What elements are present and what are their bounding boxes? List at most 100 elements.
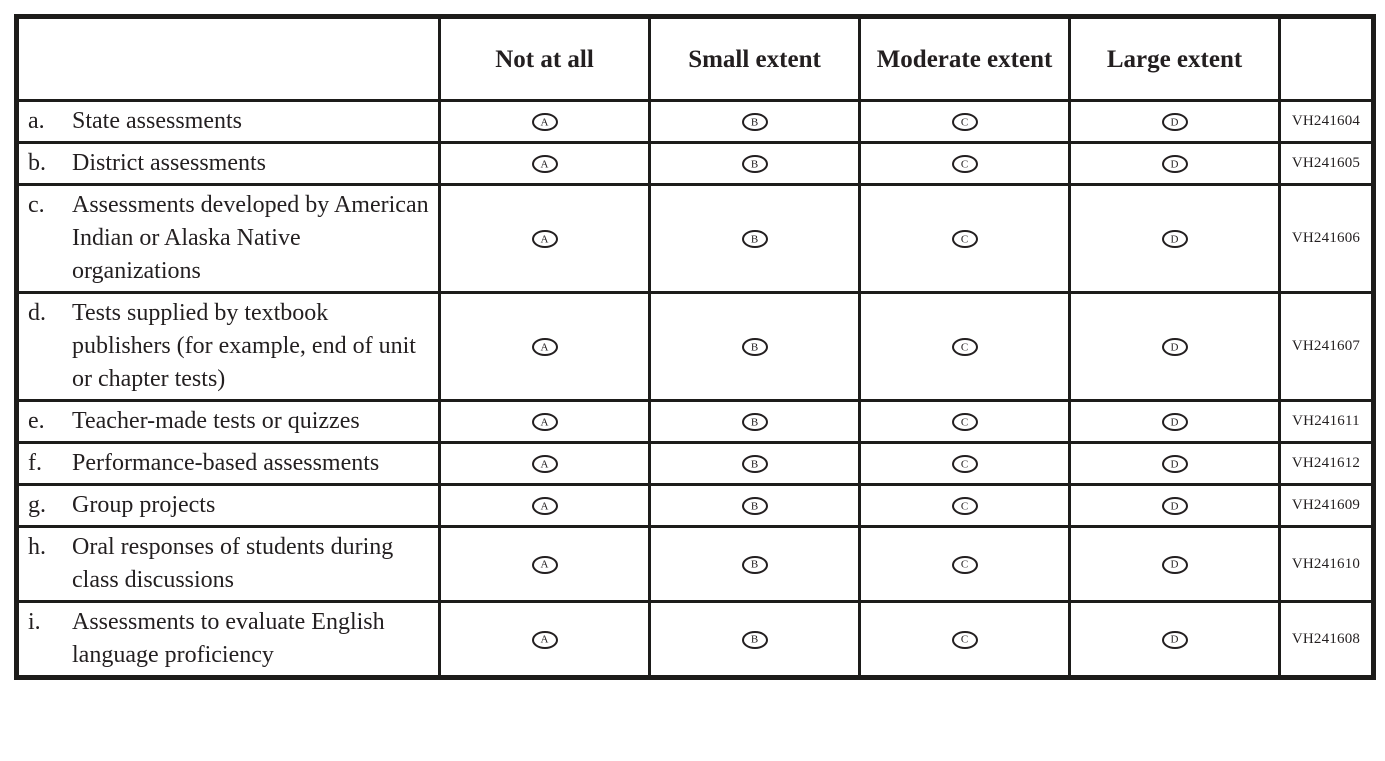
bubble-letter-a: A	[540, 558, 549, 571]
bubble-letter-b: B	[750, 341, 759, 354]
option-cell-moderate-extent: C	[858, 99, 1071, 144]
row-letter: b.	[28, 150, 46, 176]
answer-bubble-c[interactable]: C	[951, 630, 978, 649]
row-label: Teacher-made tests or quizzes	[72, 408, 360, 434]
answer-bubble-d[interactable]: D	[1161, 155, 1188, 174]
answer-bubble-c[interactable]: C	[951, 413, 978, 432]
bubble-letter-b: B	[750, 416, 759, 429]
table-header: Not at all Small extent Moderate extent …	[15, 15, 1375, 102]
bubble-letter-d: D	[1170, 558, 1179, 571]
row-label: State assessments	[72, 108, 242, 134]
item-cell: c. Assessments developed by American Ind…	[15, 183, 441, 294]
row-letter: i.	[28, 609, 41, 635]
table-row: h. Oral responses of students during cla…	[15, 525, 1375, 603]
answer-bubble-b[interactable]: B	[741, 413, 768, 432]
answer-bubble-b[interactable]: B	[741, 113, 768, 132]
answer-bubble-a[interactable]: A	[531, 230, 558, 249]
answer-bubble-d[interactable]: D	[1161, 338, 1188, 357]
row-code: VH241604	[1291, 113, 1361, 129]
answer-bubble-a[interactable]: A	[531, 555, 558, 574]
bubble-letter-b: B	[750, 633, 759, 646]
bubble-letter-d: D	[1170, 633, 1179, 646]
row-label: Group projects	[72, 492, 216, 518]
answer-bubble-b[interactable]: B	[741, 630, 768, 649]
code-cell: VH241608	[1278, 600, 1375, 679]
table-row: d. Tests supplied by textbook publishers…	[15, 291, 1375, 402]
row-code: VH241609	[1291, 497, 1361, 513]
answer-bubble-c[interactable]: C	[951, 113, 978, 132]
row-code: VH241610	[1291, 555, 1361, 572]
bubble-letter-c: C	[960, 500, 969, 513]
bubble-letter-a: A	[540, 416, 549, 429]
item-cell: e. Teacher-made tests or quizzes	[15, 399, 441, 444]
option-cell-not-at-all: A	[438, 483, 651, 528]
code-cell: VH241606	[1278, 183, 1375, 294]
row-letter: f.	[28, 450, 42, 476]
table-row: e. Teacher-made tests or quizzes A B C D…	[15, 399, 1375, 444]
row-label: Assessments to evaluate English language…	[72, 609, 385, 668]
answer-bubble-d[interactable]: D	[1161, 455, 1188, 474]
header-row: Not at all Small extent Moderate extent …	[15, 15, 1375, 102]
col-header-moderate-extent: Moderate extent	[858, 15, 1071, 102]
answer-bubble-a[interactable]: A	[531, 113, 558, 132]
answer-bubble-d[interactable]: D	[1161, 497, 1188, 516]
option-cell-small-extent: B	[648, 99, 861, 144]
table-body: a. State assessments A B C D VH241604 b.…	[15, 99, 1375, 679]
answer-bubble-b[interactable]: B	[741, 155, 768, 174]
row-code: VH241606	[1291, 230, 1361, 246]
option-cell-large-extent: D	[1068, 291, 1281, 402]
table-row: i. Assessments to evaluate English langu…	[15, 600, 1375, 679]
row-letter: c.	[28, 192, 45, 218]
option-cell-moderate-extent: C	[858, 600, 1071, 679]
answer-bubble-b[interactable]: B	[741, 555, 768, 574]
option-cell-not-at-all: A	[438, 441, 651, 486]
code-cell: VH241611	[1278, 399, 1375, 444]
answer-bubble-c[interactable]: C	[951, 155, 978, 174]
answer-bubble-d[interactable]: D	[1161, 555, 1188, 574]
answer-bubble-d[interactable]: D	[1161, 230, 1188, 249]
answer-bubble-c[interactable]: C	[951, 497, 978, 516]
table-row: c. Assessments developed by American Ind…	[15, 183, 1375, 294]
row-code: VH241605	[1291, 155, 1361, 171]
bubble-letter-a: A	[540, 633, 549, 646]
bubble-letter-b: B	[750, 558, 759, 571]
option-cell-small-extent: B	[648, 441, 861, 486]
answer-bubble-a[interactable]: A	[531, 155, 558, 174]
option-cell-small-extent: B	[648, 291, 861, 402]
code-column-header	[1278, 15, 1375, 102]
answer-bubble-d[interactable]: D	[1161, 113, 1188, 132]
row-letter: a.	[28, 108, 45, 134]
option-cell-not-at-all: A	[438, 99, 651, 144]
option-cell-small-extent: B	[648, 483, 861, 528]
row-label: Oral responses of students during class …	[72, 534, 394, 593]
answer-bubble-a[interactable]: A	[531, 413, 558, 432]
bubble-letter-d: D	[1170, 158, 1179, 171]
answer-bubble-b[interactable]: B	[741, 338, 768, 357]
answer-bubble-c[interactable]: C	[951, 338, 978, 357]
option-cell-moderate-extent: C	[858, 291, 1071, 402]
answer-bubble-b[interactable]: B	[741, 455, 768, 474]
answer-bubble-d[interactable]: D	[1161, 413, 1188, 432]
code-cell: VH241604	[1278, 99, 1375, 144]
code-cell: VH241612	[1278, 441, 1375, 486]
col-header-small-extent: Small extent	[648, 15, 861, 102]
answer-bubble-d[interactable]: D	[1161, 630, 1188, 649]
bubble-letter-b: B	[750, 158, 759, 171]
answer-bubble-c[interactable]: C	[951, 455, 978, 474]
row-code: VH241612	[1291, 455, 1361, 471]
answer-bubble-b[interactable]: B	[741, 230, 768, 249]
answer-bubble-c[interactable]: C	[951, 555, 978, 574]
answer-bubble-a[interactable]: A	[531, 338, 558, 357]
option-cell-large-extent: D	[1068, 600, 1281, 679]
answer-bubble-a[interactable]: A	[531, 497, 558, 516]
bubble-letter-a: A	[540, 233, 549, 246]
answer-bubble-a[interactable]: A	[531, 455, 558, 474]
option-cell-small-extent: B	[648, 399, 861, 444]
answer-bubble-a[interactable]: A	[531, 630, 558, 649]
answer-bubble-b[interactable]: B	[741, 497, 768, 516]
option-cell-large-extent: D	[1068, 141, 1281, 186]
answer-bubble-c[interactable]: C	[951, 230, 978, 249]
option-cell-moderate-extent: C	[858, 525, 1071, 603]
row-letter: g.	[28, 492, 46, 518]
bubble-letter-c: C	[960, 558, 969, 571]
